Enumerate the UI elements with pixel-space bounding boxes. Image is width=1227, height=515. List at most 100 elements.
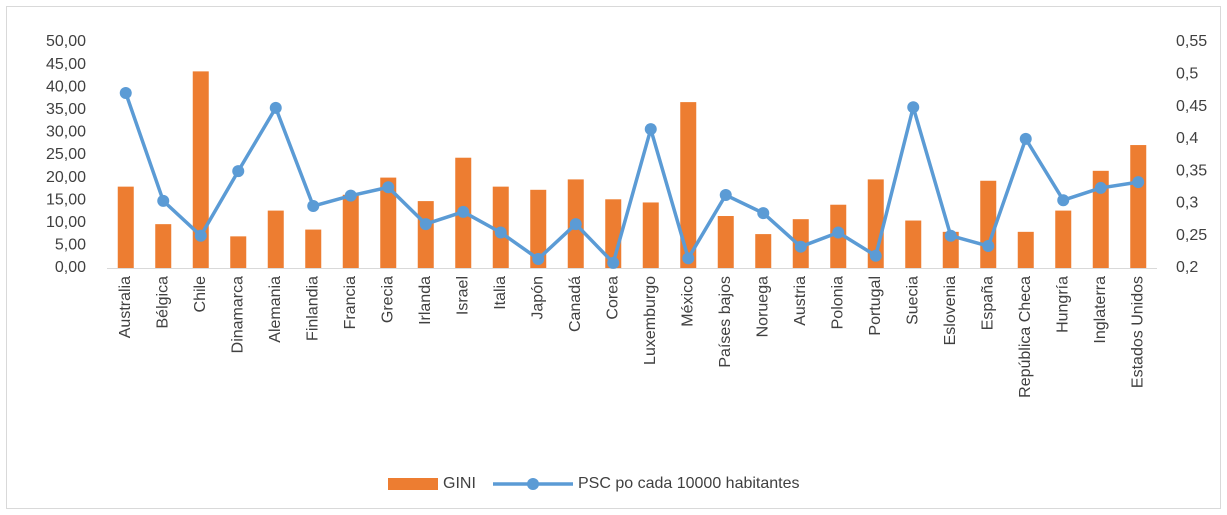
- y-tick-label: 35,00: [46, 101, 86, 118]
- bar: [342, 194, 359, 268]
- bar: [980, 180, 997, 268]
- line-marker: [794, 240, 807, 253]
- bar: [192, 71, 209, 268]
- line-marker: [607, 256, 620, 269]
- legend-swatch-marker: [527, 478, 539, 490]
- x-tick-label: Canadá: [567, 276, 584, 332]
- x-tick-label: Irlanda: [417, 276, 434, 325]
- bar: [155, 224, 172, 268]
- line-marker: [1132, 176, 1145, 189]
- y-tick-label: 20,00: [46, 169, 86, 186]
- line-marker: [869, 249, 882, 262]
- line-marker: [194, 229, 207, 242]
- line: [124, 92, 1139, 265]
- line-marker: [832, 226, 845, 239]
- line-marker: [644, 123, 657, 136]
- bar: [942, 231, 959, 268]
- bar: [230, 236, 247, 268]
- line-marker: [269, 101, 282, 114]
- line-marker: [682, 252, 695, 265]
- x-tick-label: Italia: [492, 276, 509, 310]
- y-tick-label: 30,00: [46, 124, 86, 141]
- line-marker: [907, 101, 920, 114]
- x-tick-label: Finlandia: [304, 276, 321, 341]
- y-tick-label: 40,00: [46, 78, 86, 95]
- bar: [1055, 210, 1072, 268]
- legend-label: PSC po cada 10000 habitantes: [578, 475, 800, 492]
- x-tick-label: México: [679, 276, 696, 327]
- bar: [680, 102, 697, 268]
- line-marker: [494, 226, 507, 239]
- x-tick-label: Luxemburgo: [642, 276, 659, 365]
- y2-tick-label: 0,3: [1176, 195, 1198, 212]
- x-tick-label: Austria: [792, 276, 809, 326]
- line-marker: [532, 252, 545, 265]
- x-tick-label: República Checa: [1017, 276, 1034, 398]
- bar: [905, 220, 922, 268]
- line-marker: [307, 200, 320, 213]
- x-tick-label: Grecia: [379, 276, 396, 323]
- x-tick-label: Estados Unidos: [1129, 276, 1146, 388]
- bar: [1017, 231, 1034, 268]
- bar: [717, 216, 734, 268]
- line-marker: [719, 189, 732, 202]
- line-marker: [569, 218, 582, 231]
- bar: [530, 189, 547, 268]
- y-tick-label: 10,00: [46, 214, 86, 231]
- legend-swatch: [388, 478, 438, 490]
- y-tick-label: 5,00: [55, 237, 86, 254]
- x-tick-label: Eslovenia: [942, 276, 959, 345]
- line-marker: [1057, 194, 1070, 207]
- x-tick-label: Japón: [529, 276, 546, 320]
- x-tick-label: Francia: [342, 276, 359, 329]
- legend-label: GINI: [443, 475, 476, 492]
- line-marker: [982, 240, 995, 253]
- line-marker: [1094, 181, 1107, 194]
- bar: [380, 177, 397, 268]
- y2-tick-label: 0,45: [1176, 98, 1207, 115]
- x-tick-label: Australia: [117, 276, 134, 338]
- y-tick-label: 50,00: [46, 33, 86, 50]
- y2-tick-label: 0,55: [1176, 33, 1207, 50]
- bar: [417, 201, 434, 268]
- y2-tick-label: 0,4: [1176, 130, 1198, 147]
- y-tick-label: 0,00: [55, 259, 86, 276]
- line-marker: [419, 218, 432, 231]
- x-tick-label: Países bajos: [717, 276, 734, 368]
- x-tick-label: Chile: [192, 276, 209, 313]
- y2-tick-label: 0,35: [1176, 162, 1207, 179]
- line-marker: [944, 229, 957, 242]
- x-tick-label: Corea: [604, 276, 621, 320]
- x-tick-label: Portugal: [867, 276, 884, 336]
- x-tick-label: Polonia: [829, 276, 846, 329]
- line-marker: [157, 194, 170, 207]
- x-tick-label: Israel: [454, 276, 471, 315]
- x-tick-label: Noruega: [754, 276, 771, 337]
- y-tick-label: 25,00: [46, 146, 86, 163]
- bar: [1092, 170, 1109, 268]
- x-tick-label: Suecia: [904, 276, 921, 325]
- bar: [305, 229, 322, 268]
- line-marker: [382, 181, 395, 194]
- line-marker: [119, 87, 132, 100]
- x-tick-label: Hungría: [1054, 276, 1071, 333]
- x-tick-label: Dinamarca: [229, 276, 246, 353]
- line-marker: [457, 205, 470, 218]
- line-marker: [757, 207, 770, 220]
- y-tick-label: 45,00: [46, 56, 86, 73]
- x-tick-label: España: [979, 276, 996, 330]
- x-tick-label: Alemania: [267, 276, 284, 343]
- bar: [755, 234, 772, 268]
- bar: [267, 210, 284, 268]
- x-tick-label: Inglaterra: [1092, 276, 1109, 344]
- bar: [1130, 145, 1147, 268]
- line-marker: [1019, 132, 1032, 145]
- bar: [642, 202, 659, 268]
- bar: [117, 186, 134, 268]
- line-marker: [232, 165, 245, 178]
- y2-tick-label: 0,25: [1176, 227, 1207, 244]
- y2-tick-label: 0,2: [1176, 259, 1198, 276]
- y-tick-label: 15,00: [46, 191, 86, 208]
